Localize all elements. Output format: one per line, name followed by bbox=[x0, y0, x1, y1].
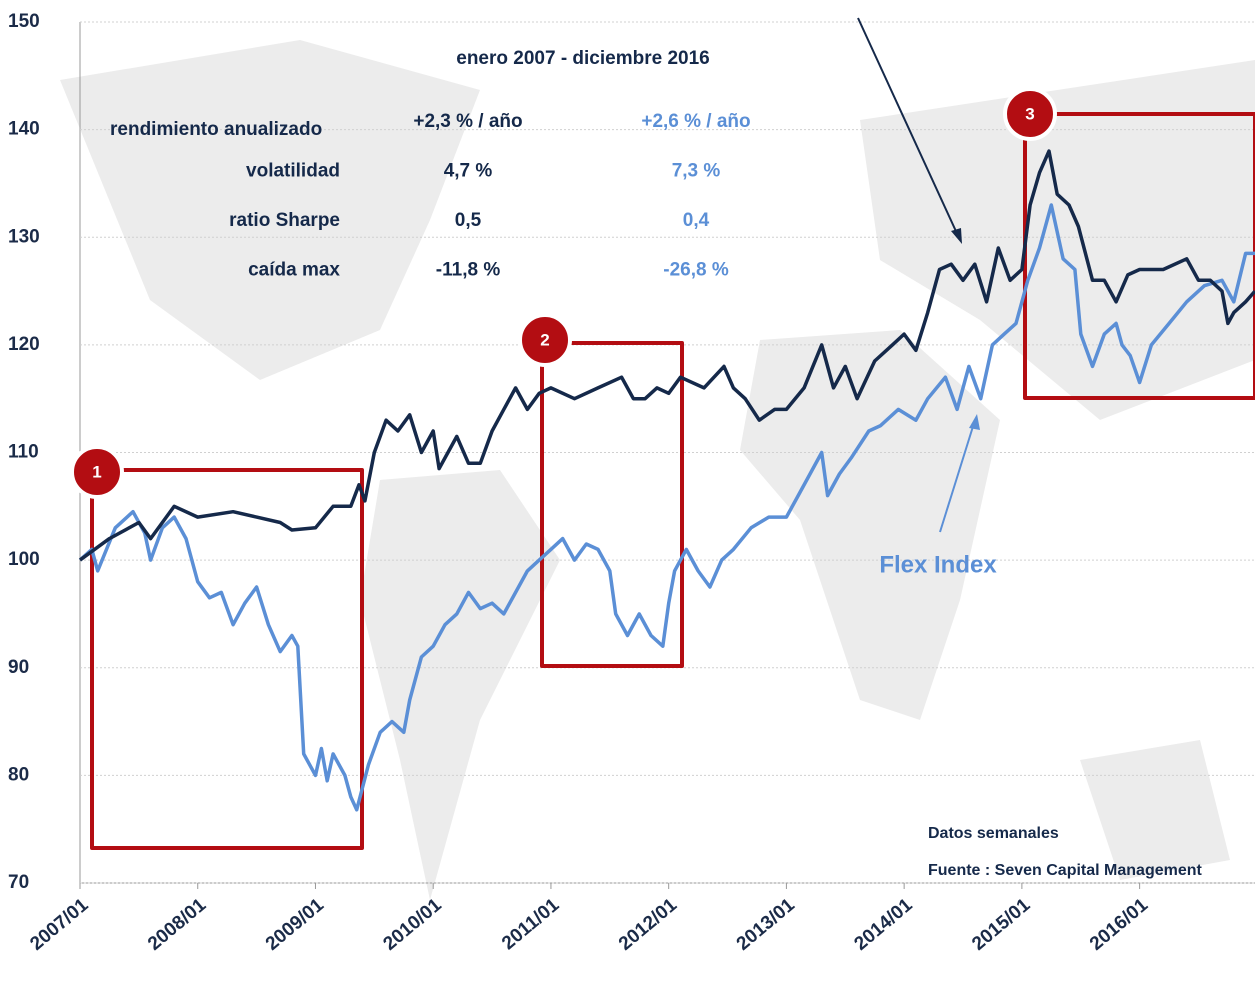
y-tick-label: 70 bbox=[8, 872, 29, 893]
badge bbox=[1003, 87, 1057, 141]
stats-value: +2,3 % / año bbox=[413, 111, 522, 132]
stats-title: enero 2007 - diciembre 2016 bbox=[456, 48, 709, 69]
y-tick-label: 140 bbox=[8, 119, 40, 140]
series-line bbox=[78, 149, 1255, 562]
arrowhead bbox=[951, 228, 962, 244]
stats-label: rendimiento anualizado bbox=[110, 119, 322, 140]
highlight-box bbox=[1023, 112, 1255, 400]
y-tick-label: 130 bbox=[8, 226, 40, 247]
highlight-box bbox=[90, 468, 364, 850]
y-tick-label: 150 bbox=[8, 11, 40, 32]
badge bbox=[70, 445, 124, 499]
y-tick-label: 110 bbox=[8, 442, 39, 463]
note: Fuente : Seven Capital Management bbox=[928, 862, 1203, 879]
badge bbox=[518, 313, 572, 367]
y-tick-label: 90 bbox=[8, 657, 29, 678]
stats-label: caída max bbox=[248, 260, 340, 281]
note: Datos semanales bbox=[928, 825, 1059, 842]
stats-value: 7,3 % bbox=[672, 161, 721, 182]
series-line bbox=[78, 203, 1255, 812]
arrow bbox=[939, 419, 976, 533]
world-map bbox=[60, 40, 1255, 900]
arrow bbox=[857, 17, 961, 241]
stats-value: 0,5 bbox=[455, 210, 482, 231]
arrowhead bbox=[969, 414, 980, 430]
stats-label: ratio Sharpe bbox=[229, 210, 340, 231]
legend-label: Flex Index bbox=[879, 551, 997, 578]
stats-value: -11,8 % bbox=[436, 260, 501, 281]
badge-label: 1 bbox=[92, 462, 101, 481]
stats-value: 4,7 % bbox=[444, 161, 493, 182]
stats-label: volatilidad bbox=[246, 161, 340, 182]
y-tick-label: 100 bbox=[8, 549, 40, 570]
badge-label: 3 bbox=[1025, 104, 1034, 123]
y-tick-label: 80 bbox=[8, 764, 29, 785]
badge-label: 2 bbox=[540, 330, 549, 349]
y-tick-label: 120 bbox=[8, 334, 40, 355]
stats-value: -26,8 % bbox=[663, 260, 729, 281]
stats-value: 0,4 bbox=[683, 210, 710, 231]
stats-value: +2,6 % / año bbox=[641, 111, 750, 132]
